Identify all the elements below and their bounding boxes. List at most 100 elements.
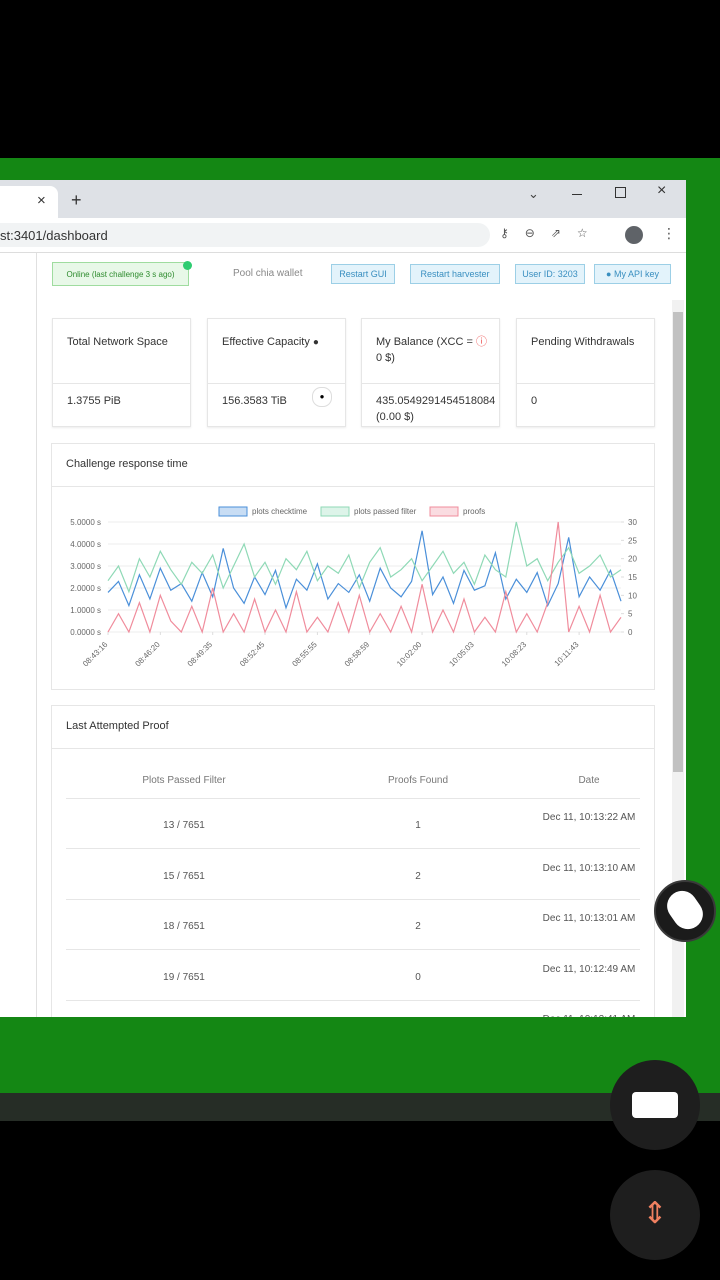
table-cell: 18 / 7651: [163, 921, 205, 932]
x-tick: 10:02:00: [395, 640, 424, 669]
table-cell: Dec 11, 10:13:22 AM: [542, 812, 636, 823]
page: Online (last challenge 3 s ago) Pool chi…: [0, 252, 672, 1017]
profile[interactable]: [625, 226, 643, 244]
series-line: [107, 521, 622, 594]
tab[interactable]: [0, 186, 58, 218]
card-value: 156.3583 TiB: [222, 395, 287, 407]
maximize[interactable]: [615, 187, 626, 198]
table-title: Last Attempted Proof: [66, 720, 169, 732]
tab-close[interactable]: ×: [37, 192, 46, 209]
legend-label: plots checktime: [252, 507, 308, 516]
help-icon[interactable]: ●: [312, 387, 332, 407]
chart: 0.0000 s 1.0000 s 2.0000 s 3.0000 s 4.0000 s…: [70, 506, 637, 669]
table-cell: 19 / 7651: [163, 971, 205, 983]
card-title: Pending Withdrawals: [531, 336, 635, 348]
x-tick: 08:43:16: [81, 640, 110, 669]
column-header: Proofs Found: [387, 775, 449, 786]
card-value-note: (0.00 $): [376, 411, 414, 423]
help-icon[interactable]: ●: [312, 337, 319, 348]
scrollbar: [672, 300, 684, 1017]
x-tick-label: 08:43:16: [81, 640, 110, 669]
card: Effective Capacity ● 156.3583 TiB ●: [207, 318, 346, 427]
x-tick-label: 10:11:43: [553, 640, 581, 668]
column-header: Date: [578, 775, 600, 786]
wallet-link[interactable]: Pool chia wallet: [233, 268, 303, 279]
x-tick: 08:46:20: [133, 640, 162, 669]
restart-gui[interactable]: Restart GUI: [331, 264, 395, 284]
card-title: My Balance (XCC = ⓘ 0 $): [376, 334, 493, 366]
series-line: [107, 521, 622, 635]
keyboard-button[interactable]: [610, 1060, 700, 1150]
x-tick: 08:49:35: [186, 640, 215, 669]
y2-tick-label: 30: [628, 518, 637, 527]
x-tick-label: 08:49:35: [186, 640, 215, 669]
legend-swatch: [218, 506, 248, 517]
table-cell: 0: [415, 971, 421, 983]
keyboard-icon: [632, 1092, 678, 1118]
omnibox[interactable]: [0, 223, 490, 247]
taskbar: [0, 1093, 720, 1121]
address-bar: st:3401/dashboard ⚷⊖⇗☆ ⋮: [0, 218, 686, 253]
y2-tick-label: 15: [628, 573, 637, 582]
menu[interactable]: ⋮: [662, 225, 676, 241]
tab-search[interactable]: ⌄: [528, 186, 539, 201]
card-title-text: Effective Capacity: [222, 336, 310, 348]
card-value: 1.3755 PiB: [67, 395, 121, 407]
user-id[interactable]: User ID: 3203: [515, 264, 585, 284]
y-tick-label: 1.0000 s: [70, 606, 101, 615]
api-key-label: My API key: [613, 269, 659, 279]
y2-tick-label: 0: [628, 628, 633, 637]
table-cell: 15 / 7651: [163, 870, 205, 882]
card-title-text: My Balance (XCC =: [376, 336, 473, 348]
table-cell: 13 / 7651: [163, 820, 205, 831]
row-divider: [66, 999, 640, 1001]
legend-label: plots passed filter: [354, 507, 417, 516]
card: Total Network Space 1.3755 PiB: [52, 318, 191, 427]
y2-tick-label: 5: [628, 610, 633, 619]
x-tick: 08:58:59: [343, 640, 372, 669]
card-title: Effective Capacity ●: [222, 334, 339, 351]
x-tick: 08:52:45: [238, 640, 267, 669]
x-tick: 10:11:43: [553, 640, 581, 668]
row-divider: [66, 798, 640, 799]
y2-tick-label: 10: [628, 591, 637, 600]
x-tick-label: 08:55:55: [290, 640, 319, 669]
restart-harvester[interactable]: Restart harvester: [410, 264, 500, 284]
table: Plots Passed Filter Proofs Found Date 13 / …: [52, 706, 654, 1017]
table-panel: Last Attempted Proof Plots Passed Filter…: [51, 705, 655, 1017]
x-tick-label: 08:52:45: [238, 640, 267, 669]
table-cell: 2: [415, 921, 421, 932]
y-tick-label: 5.0000 s: [70, 518, 101, 527]
status-badge: Online (last challenge 3 s ago): [52, 262, 189, 286]
icon: ●: [606, 269, 614, 279]
y2-tick-label: 25: [628, 536, 637, 545]
legend-label: proofs: [463, 507, 485, 516]
minimize[interactable]: [572, 194, 582, 195]
info-icon[interactable]: ⓘ: [475, 336, 487, 348]
series-line: [107, 530, 622, 610]
scroll-button[interactable]: ⇕: [610, 1170, 700, 1260]
column-header: Plots Passed Filter: [142, 775, 226, 786]
x-tick-label: 10:02:00: [395, 640, 424, 669]
row-divider: [66, 848, 640, 849]
card-value: 0: [531, 395, 538, 407]
mouse-button[interactable]: [654, 880, 716, 942]
toolbar-icons[interactable]: ⚷⊖⇗☆: [500, 226, 604, 240]
y2-tick-label: 20: [628, 555, 637, 564]
table-cell: 1: [415, 820, 421, 831]
status-dot: [183, 261, 192, 270]
card: Pending Withdrawals 0: [516, 318, 655, 427]
close-window[interactable]: ×: [657, 182, 667, 199]
legend-swatch: [429, 506, 459, 517]
legend-swatch: [320, 506, 350, 517]
new-tab[interactable]: +: [71, 190, 82, 210]
y-tick-label: 3.0000 s: [70, 562, 101, 571]
table-cell: 2: [415, 870, 421, 882]
scrollbar-thumb[interactable]: [673, 312, 683, 772]
chart-title: Challenge response time: [66, 458, 188, 470]
card-value: 435.0549291454518084: [376, 395, 496, 407]
chart-panel: Challenge response time 0.0000 s 1.0000 s…: [51, 443, 655, 690]
api-key[interactable]: ● My API key: [594, 264, 671, 284]
x-tick-label: 08:46:20: [133, 640, 162, 669]
